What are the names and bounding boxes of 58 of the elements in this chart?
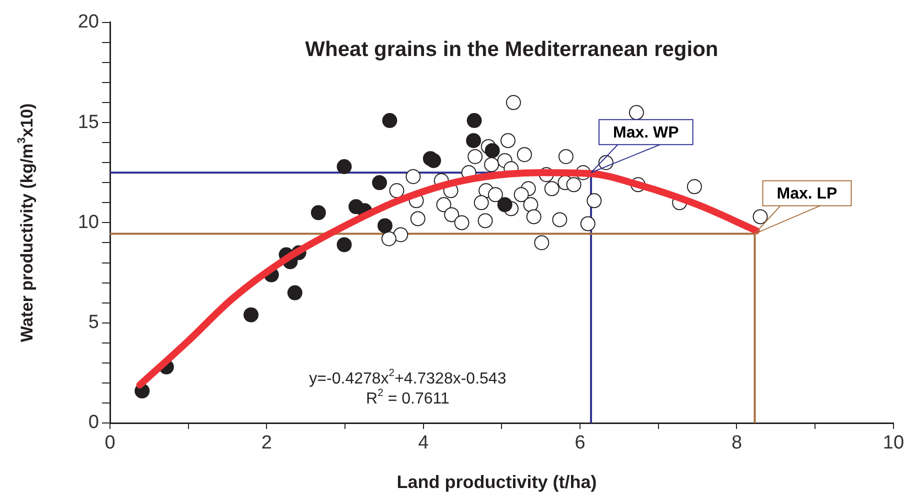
x-tick-label: 8 — [731, 432, 742, 454]
point — [497, 197, 512, 212]
point — [516, 147, 532, 162]
ref-line-label: Max. LP — [776, 186, 838, 203]
point — [488, 187, 503, 202]
point — [580, 216, 596, 232]
y-tick-label: 20 — [78, 12, 99, 33]
point — [478, 213, 493, 228]
point — [552, 212, 568, 228]
y-tick-label: 10 — [78, 212, 99, 233]
x-tick-label: 2 — [261, 432, 272, 454]
point — [310, 205, 326, 220]
y-tick-label: 5 — [88, 312, 99, 334]
y-axis-title: Water productivity (kg/m3x10) — [16, 103, 37, 342]
point — [381, 231, 396, 246]
point — [628, 105, 644, 120]
point — [389, 183, 404, 198]
x-tick-label: 6 — [574, 432, 586, 454]
point — [526, 209, 542, 224]
point — [287, 285, 302, 300]
point — [506, 95, 521, 110]
text: Wheat grains in the Mediterranean region — [305, 38, 718, 62]
point — [474, 195, 489, 210]
point — [484, 157, 500, 172]
point — [336, 159, 352, 174]
x-tick-label: 4 — [418, 432, 430, 454]
y-tick-label: 0 — [88, 412, 99, 434]
point — [558, 149, 574, 164]
point — [484, 143, 500, 158]
point — [454, 215, 470, 230]
point — [336, 237, 352, 252]
x-tick-label: 0 — [104, 432, 116, 454]
point — [410, 211, 426, 226]
point — [544, 181, 560, 196]
point — [752, 209, 768, 224]
point — [372, 175, 387, 190]
point — [377, 218, 392, 234]
y-tick-label: 15 — [78, 112, 99, 133]
point — [566, 177, 582, 192]
x-axis-title: Land productivity (t/ha) — [396, 472, 597, 492]
point — [500, 133, 516, 148]
point — [534, 235, 550, 250]
point — [406, 169, 421, 184]
point — [466, 113, 482, 128]
point — [468, 149, 483, 164]
x-tick-label: 10 — [882, 432, 904, 454]
point — [393, 227, 408, 242]
point — [523, 197, 538, 212]
point — [426, 153, 442, 168]
point — [466, 133, 482, 148]
point — [514, 187, 529, 202]
point — [586, 193, 602, 208]
point — [686, 179, 702, 194]
ref-line-label: Max. WP — [613, 124, 680, 142]
point — [444, 207, 460, 222]
point — [382, 113, 398, 128]
point — [436, 197, 452, 212]
point — [244, 307, 259, 322]
